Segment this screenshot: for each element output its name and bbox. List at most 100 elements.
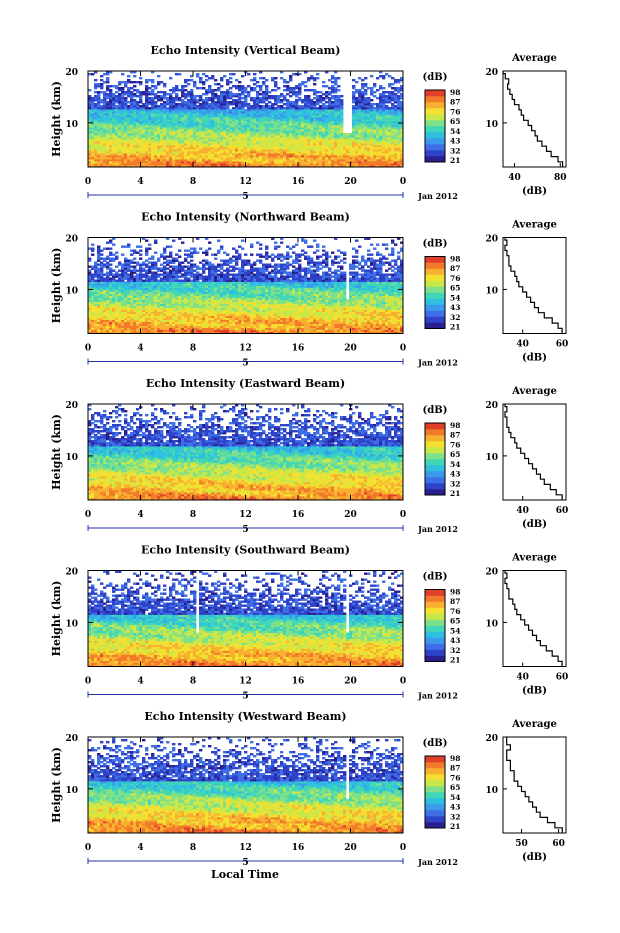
- heatmap-cell: [394, 93, 397, 95]
- heatmap-cell: [208, 103, 211, 105]
- heatmap-cell: [142, 91, 145, 93]
- heatmap-cell: [370, 75, 373, 77]
- heatmap-cell: [106, 77, 109, 79]
- heatmap-cell: [280, 99, 283, 101]
- heatmap-cell: [100, 105, 103, 107]
- colorbar-tick-label: 54: [450, 127, 460, 136]
- heatmap-cell: [376, 97, 379, 99]
- heatmap-cell: [268, 95, 271, 97]
- heatmap-cell: [307, 77, 310, 79]
- heatmap-cell: [391, 91, 394, 93]
- heatmap-cell: [301, 105, 304, 107]
- heatmap-cell: [313, 89, 316, 91]
- heatmap-cell: [283, 95, 286, 97]
- heatmap-cell: [157, 95, 160, 97]
- heatmap-cell: [373, 107, 376, 109]
- colorbar-tick-label: 21: [450, 156, 460, 165]
- heatmap-cell: [199, 77, 202, 79]
- heatmap-cell: [247, 91, 250, 93]
- heatmap-cell: [112, 93, 115, 95]
- average-y-tick-label: 10: [485, 120, 498, 130]
- heatmap-cell: [355, 81, 358, 83]
- heatmap-cell: [325, 85, 328, 87]
- heatmap-cell: [292, 73, 295, 75]
- heatmap-cell: [391, 87, 394, 89]
- heatmap-cell: [274, 77, 277, 79]
- heatmap-cell: [160, 81, 163, 83]
- heatmap-cell: [163, 83, 166, 85]
- heatmap-cell: [364, 77, 367, 79]
- heatmap-cell: [388, 91, 391, 93]
- average-frame: [503, 71, 566, 167]
- heatmap-cell: [166, 97, 169, 99]
- heatmap-cell: [208, 97, 211, 99]
- heatmap-cell: [241, 85, 244, 87]
- heatmap-cell: [115, 85, 118, 87]
- heatmap-cell: [133, 99, 136, 101]
- heatmap-cells: [88, 71, 403, 167]
- panel-title: Echo Intensity (Vertical Beam): [150, 44, 340, 57]
- heatmap-cell: [307, 95, 310, 97]
- heatmap-cell: [199, 95, 202, 97]
- heatmap-cell: [310, 99, 313, 101]
- heatmap-cell: [223, 91, 226, 93]
- heatmap-cell: [106, 93, 109, 95]
- colorbar-tick-label: 76: [450, 107, 460, 116]
- heatmap-cell: [160, 95, 163, 97]
- heatmap-cell: [355, 97, 358, 99]
- heatmap-cell: [391, 103, 394, 105]
- heatmap-cell: [178, 103, 181, 105]
- heatmap-cell: [262, 91, 265, 93]
- heatmap-cell: [388, 75, 391, 77]
- heatmap-cell: [94, 103, 97, 105]
- heatmap-cell: [394, 105, 397, 107]
- heatmap-cell: [328, 97, 331, 99]
- heatmap-cell: [358, 89, 361, 91]
- heatmap-cell: [340, 99, 343, 101]
- heatmap-cell: [322, 97, 325, 99]
- average-x-tick-label: 80: [554, 173, 567, 183]
- colorbar-segment: [425, 126, 445, 132]
- heatmap-cell: [115, 105, 118, 107]
- heatmap-cell: [103, 81, 106, 83]
- heatmap-cell: [145, 79, 148, 81]
- heatmap-cell: [307, 89, 310, 91]
- heatmap-cell: [286, 99, 289, 101]
- heatmap-cell: [214, 93, 217, 95]
- heatmap-cell: [289, 75, 292, 77]
- heatmap-cell: [313, 101, 316, 103]
- heatmap-cell: [250, 105, 253, 107]
- heatmap-cell: [193, 95, 196, 97]
- heatmap-cell: [190, 79, 193, 81]
- heatmap-cell: [346, 133, 349, 135]
- heatmap-cell: [127, 101, 130, 103]
- heatmap-cell: [394, 79, 397, 81]
- heatmap-cell: [376, 103, 379, 105]
- heatmap-cell: [268, 101, 271, 103]
- heatmap-cell: [226, 89, 229, 91]
- heatmap-cell: [121, 81, 124, 83]
- heatmap-cell: [274, 81, 277, 83]
- heatmap-cell: [376, 77, 379, 79]
- heatmap-cell: [265, 103, 268, 105]
- heatmap-cell: [136, 101, 139, 103]
- heatmap-cell: [196, 73, 199, 75]
- heatmap-cell: [382, 87, 385, 89]
- heatmap-cell: [391, 83, 394, 85]
- heatmap-cell: [175, 103, 178, 105]
- heatmap-cell: [133, 85, 136, 87]
- heatmap-cell: [370, 103, 373, 105]
- heatmap-cell: [238, 81, 241, 83]
- heatmap-cell: [94, 83, 97, 85]
- heatmap-cell: [397, 95, 400, 97]
- heatmap-cell: [352, 79, 355, 81]
- heatmap-cell: [286, 81, 289, 83]
- heatmap-cell: [271, 95, 274, 97]
- heatmap-cell: [130, 87, 133, 89]
- heatmap-cell: [157, 91, 160, 93]
- heatmap-cell: [274, 95, 277, 97]
- heatmap-cell: [127, 75, 130, 77]
- heatmap-cell: [388, 107, 391, 109]
- heatmap-cell: [139, 105, 142, 107]
- heatmap-cell: [247, 73, 250, 75]
